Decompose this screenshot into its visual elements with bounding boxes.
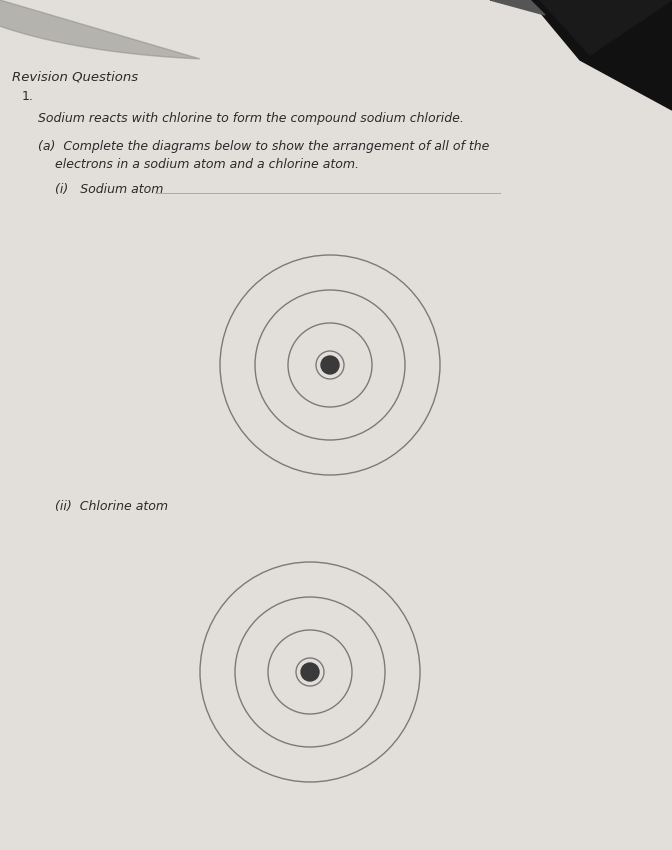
Polygon shape [0,0,200,59]
Text: Revision Questions: Revision Questions [12,70,138,83]
Polygon shape [490,0,672,110]
Circle shape [321,356,339,374]
Text: 1.: 1. [22,90,34,103]
Polygon shape [540,0,672,55]
Text: electrons in a sodium atom and a chlorine atom.: electrons in a sodium atom and a chlorin… [55,158,359,171]
Circle shape [301,663,319,681]
Text: (i)   Sodium atom: (i) Sodium atom [55,183,163,196]
Polygon shape [490,0,545,15]
Text: (a)  Complete the diagrams below to show the arrangement of all of the: (a) Complete the diagrams below to show … [38,140,489,153]
Text: Sodium reacts with chlorine to form the compound sodium chloride.: Sodium reacts with chlorine to form the … [38,112,464,125]
Text: (ii)  Chlorine atom: (ii) Chlorine atom [55,500,168,513]
